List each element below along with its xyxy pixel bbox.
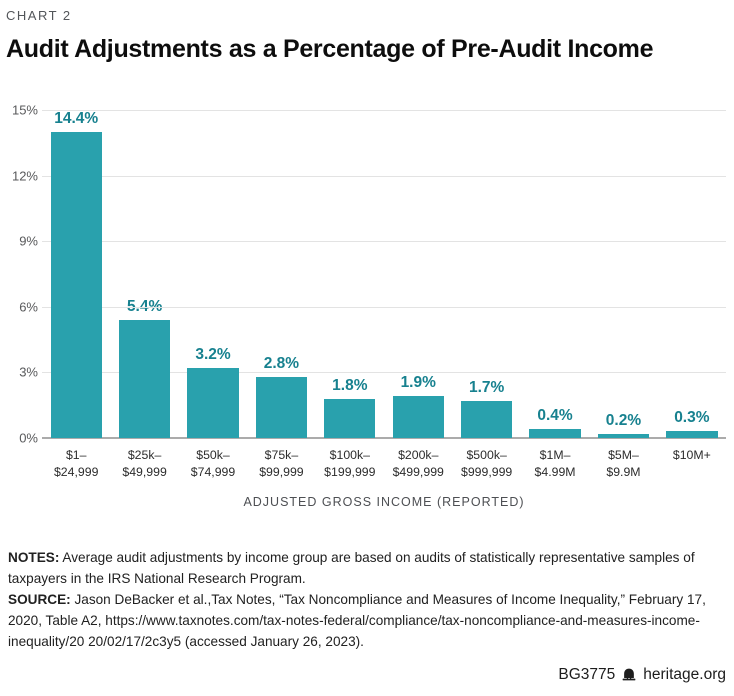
notes-text: Average audit adjustments by income grou… <box>8 550 695 587</box>
bar-value-label: 2.8% <box>263 354 300 372</box>
x-category-label: $25k– $49,999 <box>122 448 167 479</box>
bar <box>597 433 650 438</box>
page-title: Audit Adjustments as a Percentage of Pre… <box>6 35 654 63</box>
bar-value-label: 5.4% <box>126 297 163 315</box>
notes-label: NOTES: <box>8 550 60 566</box>
y-tick-label: 3% <box>19 364 38 380</box>
x-axis-title: ADJUSTED GROSS INCOME (REPORTED) <box>243 495 525 510</box>
x-category-label: $50k– $74,999 <box>190 448 236 479</box>
gridline <box>42 372 726 374</box>
gridline <box>42 175 726 177</box>
bar-column: 3.2% <box>179 110 247 438</box>
x-axis-labels: $1– $24,999 $25k– $49,999 $50k– $74,999 $75k– $… <box>42 447 726 480</box>
liberty-bell-icon <box>622 668 636 681</box>
bar-column: 0.3% <box>658 110 726 438</box>
gridline <box>42 306 726 308</box>
bar-column: 1.9% <box>384 110 452 438</box>
bar <box>460 400 513 438</box>
bar <box>529 429 581 438</box>
bars-row: 14.4% 5.4% 3.2% 2.8% 1.8% 1.9% 1.7% 0.4% 0.2% 0.3… <box>42 110 726 438</box>
bar-column: 14.4% <box>42 110 110 438</box>
bar <box>392 396 444 438</box>
x-category-label: $75k– $99,999 <box>259 448 304 479</box>
bar-column: 1.7% <box>452 110 520 438</box>
bar <box>118 319 171 438</box>
bar-value-label: 0.3% <box>674 409 710 427</box>
bar-column: 5.4% <box>110 110 178 438</box>
x-category-label: $1M– $4.99M <box>534 448 576 479</box>
bar <box>187 368 239 438</box>
x-category-label: $100k– $199,999 <box>324 448 376 479</box>
plot-area: 14.4% 5.4% 3.2% 2.8% 1.8% 1.9% 1.7% 0.4% 0.2% 0.3… <box>42 110 726 439</box>
site-name: heritage.org <box>643 666 726 683</box>
y-tick-label: 0% <box>19 430 38 446</box>
x-category-label: $500k– $999,999 <box>460 448 513 479</box>
bar <box>50 132 102 438</box>
bar-value-label: 0.4% <box>537 407 573 425</box>
doc-id: BG3775 <box>558 666 616 683</box>
bar-column: 2.8% <box>247 110 315 438</box>
bar-value-label: 0.2% <box>605 411 642 429</box>
bar <box>255 376 308 438</box>
footer: BG3775 heritage.org <box>558 666 726 684</box>
bar-value-label: 3.2% <box>195 346 231 364</box>
bar <box>324 398 376 438</box>
gridline <box>42 241 726 243</box>
x-axis-baseline <box>42 437 726 439</box>
bar-column: 0.4% <box>521 110 589 438</box>
x-category-label: $1– $24,999 <box>53 448 99 479</box>
source-line: SOURCE: Jason DeBacker et al.,Tax Notes,… <box>8 589 726 652</box>
x-category-label: $10M+ <box>672 448 711 462</box>
source-text: Jason DeBacker et al.,Tax Notes, “Tax No… <box>8 592 706 650</box>
y-tick-label: 15% <box>11 102 38 118</box>
bar-column: 0.2% <box>589 110 657 438</box>
x-category-label: $5M– $9.9M <box>606 448 641 479</box>
y-tick-label: 6% <box>19 299 38 315</box>
notes-line: NOTES: Average audit adjustments by inco… <box>8 547 726 589</box>
x-category-label: $200k– $499,999 <box>392 448 444 479</box>
bar-value-label: 1.7% <box>468 378 505 396</box>
y-axis: 15% 12% 9% 6% 3% 0% <box>6 103 42 446</box>
bar-value-label: 14.4% <box>54 110 99 127</box>
notes-block: NOTES: Average audit adjustments by inco… <box>6 547 726 652</box>
y-tick-label: 9% <box>19 233 38 249</box>
source-label: SOURCE: <box>8 592 71 608</box>
bar-chart: 15% 12% 9% 6% 3% 0% 14.4% 5.4% 3.2% 2.8% 1.8% 1.9%… <box>6 103 726 510</box>
bar-column: 1.8% <box>316 110 384 438</box>
bar <box>666 431 718 438</box>
y-tick-label: 12% <box>11 168 38 184</box>
bar-value-label: 1.9% <box>400 374 436 392</box>
chart-kicker: CHART 2 <box>6 8 72 23</box>
gridline <box>42 110 726 111</box>
bar-value-label: 1.8% <box>332 376 368 394</box>
